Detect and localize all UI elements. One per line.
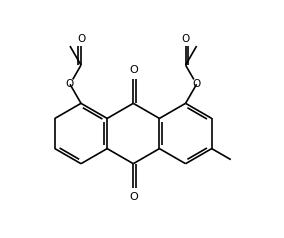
Text: O: O [129, 65, 138, 75]
Text: O: O [129, 192, 138, 202]
Text: O: O [193, 79, 201, 89]
Text: O: O [181, 34, 190, 44]
Text: O: O [66, 79, 74, 89]
Text: O: O [77, 34, 85, 44]
